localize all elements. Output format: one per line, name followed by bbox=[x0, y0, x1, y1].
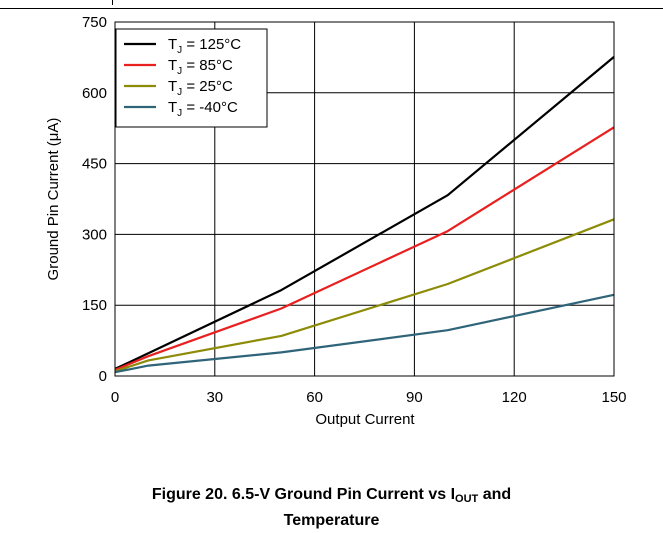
plot-frame bbox=[114, 21, 615, 377]
legend-label-main: T bbox=[168, 99, 177, 116]
legend-label-subscript: J bbox=[177, 108, 182, 119]
caption-line-1: Figure 20. 6.5-V Ground Pin Current vs I… bbox=[0, 484, 663, 510]
legend-label-rest: = 125°C bbox=[182, 36, 241, 53]
y-tick-label: 450 bbox=[82, 156, 107, 173]
y-tick-label: 600 bbox=[82, 85, 107, 102]
x-tick-label: 150 bbox=[601, 389, 626, 406]
x-tick-label: 90 bbox=[406, 389, 423, 406]
series-line-3 bbox=[114, 293, 615, 374]
legend-label-main: T bbox=[168, 78, 177, 95]
series-line-1 bbox=[114, 126, 615, 371]
legend-label-subscript: J bbox=[177, 66, 182, 77]
legend-label: TJ = 125°C bbox=[168, 36, 241, 56]
legend-label-main: T bbox=[168, 57, 177, 74]
header-rule bbox=[0, 8, 663, 9]
x-tick-labels: 0 30 60 90 120 150 bbox=[111, 389, 627, 406]
legend-label-main: T bbox=[168, 36, 177, 53]
legend-label: TJ = -40°C bbox=[168, 99, 238, 119]
y-tick-label: 150 bbox=[82, 297, 107, 314]
y-tick-label: 300 bbox=[82, 226, 107, 243]
x-tick-label: 60 bbox=[306, 389, 323, 406]
y-tick-labels: 0 150 300 450 600 750 bbox=[82, 14, 107, 385]
y-tick-label: 0 bbox=[99, 368, 107, 385]
legend: TJ = 125°CTJ = 85°CTJ = 25°CTJ = -40°C bbox=[115, 28, 268, 128]
y-axis-label: Ground Pin Current (μA) bbox=[45, 118, 62, 281]
legend-label-rest: = 85°C bbox=[182, 57, 233, 74]
legend-label-rest: = 25°C bbox=[182, 78, 233, 95]
chart: 0 150 300 450 600 750 0 30 60 90 120 150 Output Cu… bbox=[45, 14, 627, 428]
legend-label-rest: = -40°C bbox=[182, 99, 238, 116]
header-tick-mark bbox=[112, 0, 113, 5]
legend-box bbox=[115, 28, 268, 128]
caption-line-2: Temperature bbox=[283, 512, 380, 529]
x-tick-label: 0 bbox=[111, 389, 119, 406]
caption-prefix: Figure 20. 6.5-V Ground Pin Current vs I bbox=[151, 486, 456, 503]
y-tick-label: 750 bbox=[82, 14, 107, 31]
series-line-0 bbox=[114, 56, 615, 370]
legend-label-subscript: J bbox=[177, 87, 182, 98]
legend-label: TJ = 25°C bbox=[168, 78, 233, 98]
figure-caption: Figure 20. 6.5-V Ground Pin Current vs I… bbox=[0, 484, 663, 531]
x-axis-label: Output Current bbox=[315, 411, 415, 428]
series-line-2 bbox=[114, 218, 615, 373]
x-tick-label: 30 bbox=[206, 389, 223, 406]
caption-subscript: OUT bbox=[455, 493, 479, 505]
x-tick-label: 120 bbox=[502, 389, 527, 406]
legend-label-subscript: J bbox=[177, 45, 182, 56]
series-lines bbox=[114, 56, 615, 374]
legend-label: TJ = 85°C bbox=[168, 57, 233, 77]
caption-suffix: and bbox=[478, 486, 512, 503]
